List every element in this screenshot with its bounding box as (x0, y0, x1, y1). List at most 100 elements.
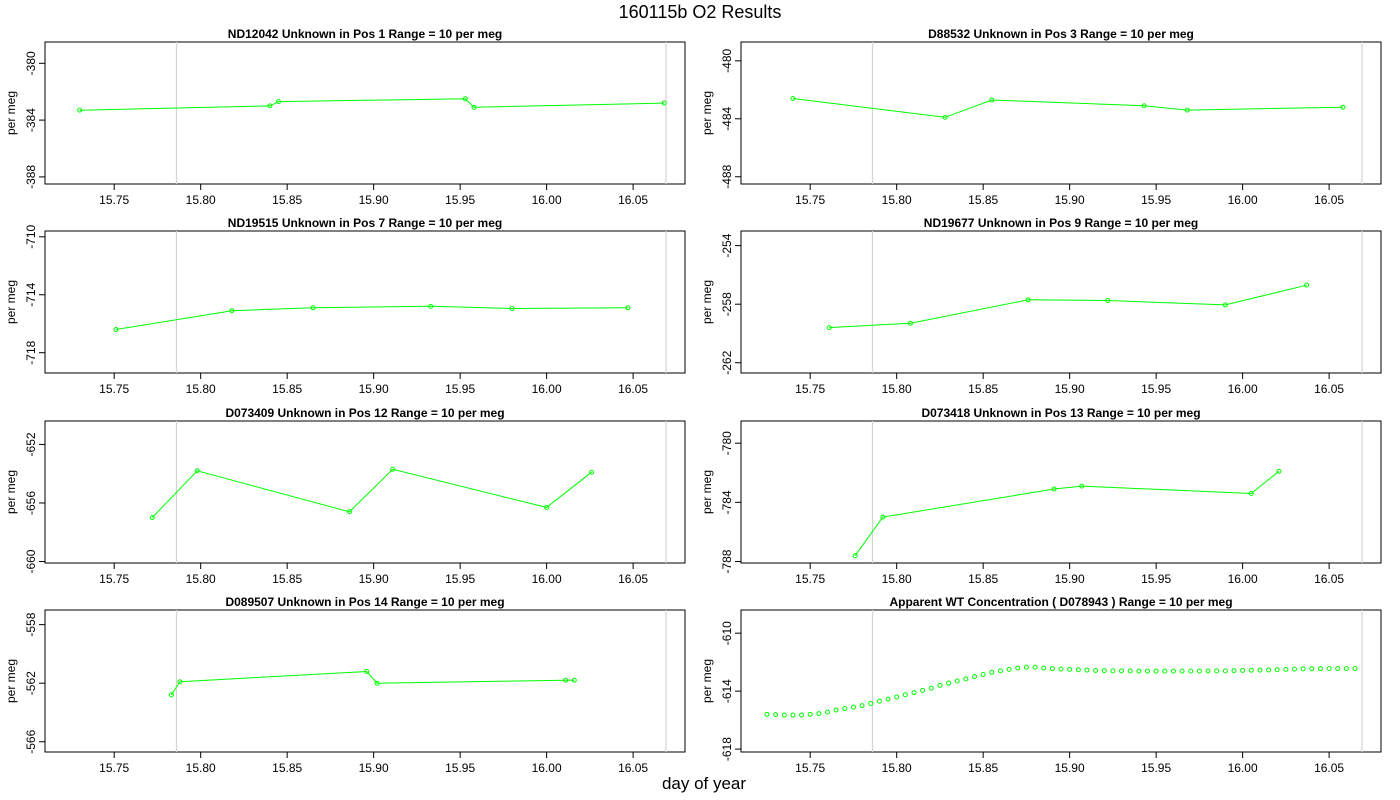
data-point (346, 509, 352, 515)
data-point (1084, 667, 1090, 673)
data-point (1240, 667, 1246, 673)
x-tick-label: 16.00 (532, 572, 562, 586)
x-tick-label: 16.00 (1228, 572, 1258, 586)
data-point (1222, 668, 1228, 674)
data-point (989, 97, 995, 103)
data-point (374, 680, 380, 686)
data-point (390, 466, 396, 472)
series-line (79, 98, 665, 111)
data-point (911, 690, 917, 696)
data-point (113, 327, 119, 333)
data-point (1025, 297, 1031, 303)
data-point (807, 711, 813, 717)
data-point (894, 694, 900, 700)
x-tick-label: 15.90 (359, 382, 389, 396)
x-tick-label: 16.05 (1314, 761, 1344, 775)
data-point (589, 469, 595, 475)
x-tick-label: 15.85 (272, 572, 302, 586)
data-point (826, 325, 832, 331)
data-point (942, 114, 948, 120)
x-tick-label: 15.80 (882, 572, 912, 586)
data-point (1340, 104, 1346, 110)
y-axis-label: per meg (4, 659, 18, 703)
x-tick-label: 15.95 (1141, 382, 1171, 396)
series-line (170, 670, 575, 696)
y-tick-label: -566 (24, 729, 38, 753)
data-point (790, 712, 796, 718)
series-line (829, 284, 1307, 329)
data-point (850, 704, 856, 710)
data-point (773, 712, 779, 718)
chart-panel-4: ND19677 Unknown in Pos 9 Range = 10 per … (700, 216, 1382, 396)
plot-frame (44, 230, 686, 374)
y-tick-label: -656 (24, 491, 38, 515)
x-tick-label: 16.00 (532, 193, 562, 207)
y-tick-label: -652 (24, 432, 38, 456)
y-tick-label: -258 (720, 292, 734, 316)
data-point (1205, 668, 1211, 674)
x-tick-label: 15.90 (1055, 572, 1085, 586)
data-point (310, 305, 316, 311)
panel-title: Apparent WT Concentration ( D078943 ) Ra… (889, 595, 1232, 609)
data-point (229, 308, 235, 314)
data-point (781, 712, 787, 718)
data-point (1162, 668, 1168, 674)
data-point (989, 669, 995, 675)
x-tick-label: 15.85 (968, 193, 998, 207)
data-point (168, 692, 174, 698)
data-point (1058, 666, 1064, 672)
x-axis-title: day of year (661, 774, 747, 793)
x-tick-label: 15.85 (272, 761, 302, 775)
data-point (1283, 666, 1289, 672)
data-point (1119, 668, 1125, 674)
x-tick-label: 15.90 (359, 761, 389, 775)
data-point (462, 96, 468, 102)
x-tick-label: 15.85 (272, 382, 302, 396)
x-tick-label: 16.00 (1228, 193, 1258, 207)
plot-frame (740, 230, 1382, 374)
data-point (1067, 666, 1073, 672)
y-tick-label: -380 (24, 51, 38, 75)
data-point (1276, 468, 1282, 474)
data-point (1049, 666, 1055, 672)
data-point (1144, 668, 1150, 674)
x-tick-label: 15.90 (359, 193, 389, 207)
y-axis-label: per meg (4, 470, 18, 514)
data-point (1101, 668, 1107, 674)
data-point (980, 671, 986, 677)
data-point (1292, 666, 1298, 672)
data-point (276, 99, 282, 105)
data-point (563, 677, 569, 683)
data-point (364, 668, 370, 674)
data-point (1051, 486, 1057, 492)
data-point (885, 696, 891, 702)
chart-panel-8: Apparent WT Concentration ( D078943 ) Ra… (700, 595, 1382, 775)
x-tick-label: 15.90 (359, 572, 389, 586)
x-tick-label: 15.80 (186, 761, 216, 775)
data-point (816, 711, 822, 717)
data-point (920, 687, 926, 693)
data-point (880, 514, 886, 520)
data-point (149, 515, 155, 521)
x-tick-label: 15.90 (1055, 761, 1085, 775)
x-tick-label: 15.85 (968, 572, 998, 586)
x-tick-label: 16.05 (618, 761, 648, 775)
data-point (799, 712, 805, 718)
x-tick-label: 15.95 (1141, 572, 1171, 586)
y-tick-label: -660 (24, 549, 38, 573)
data-point (544, 504, 550, 510)
data-point (908, 320, 914, 326)
data-point (1153, 668, 1159, 674)
y-tick-label: -718 (24, 340, 38, 364)
y-axis-label: per meg (4, 280, 18, 324)
data-point (902, 692, 908, 698)
data-point (937, 682, 943, 688)
x-tick-label: 15.75 (99, 761, 129, 775)
data-point (1023, 664, 1029, 670)
data-point (194, 468, 200, 474)
data-point (1041, 665, 1047, 671)
y-tick-label: -488 (720, 164, 734, 188)
y-tick-label: -480 (720, 49, 734, 73)
x-tick-label: 15.75 (795, 572, 825, 586)
data-point (1317, 666, 1323, 672)
